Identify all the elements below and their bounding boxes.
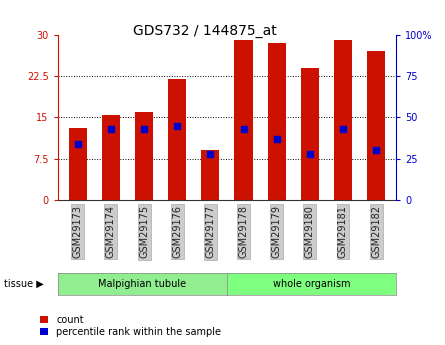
Bar (135, 112, 153, 200)
Bar (168, 79, 186, 200)
Legend: count, percentile rank within the sample: count, percentile rank within the sample (40, 315, 221, 337)
Bar (367, 51, 385, 200)
Bar (334, 40, 352, 200)
Bar (267, 43, 286, 200)
Bar (201, 150, 219, 200)
Text: whole organism: whole organism (273, 279, 350, 289)
Text: tissue ▶: tissue ▶ (4, 279, 44, 289)
Bar (235, 40, 253, 200)
Text: GDS732 / 144875_at: GDS732 / 144875_at (133, 24, 277, 38)
Bar (301, 68, 319, 200)
Text: Malpighian tubule: Malpighian tubule (98, 279, 186, 289)
Bar (69, 128, 87, 200)
Bar (102, 115, 120, 200)
